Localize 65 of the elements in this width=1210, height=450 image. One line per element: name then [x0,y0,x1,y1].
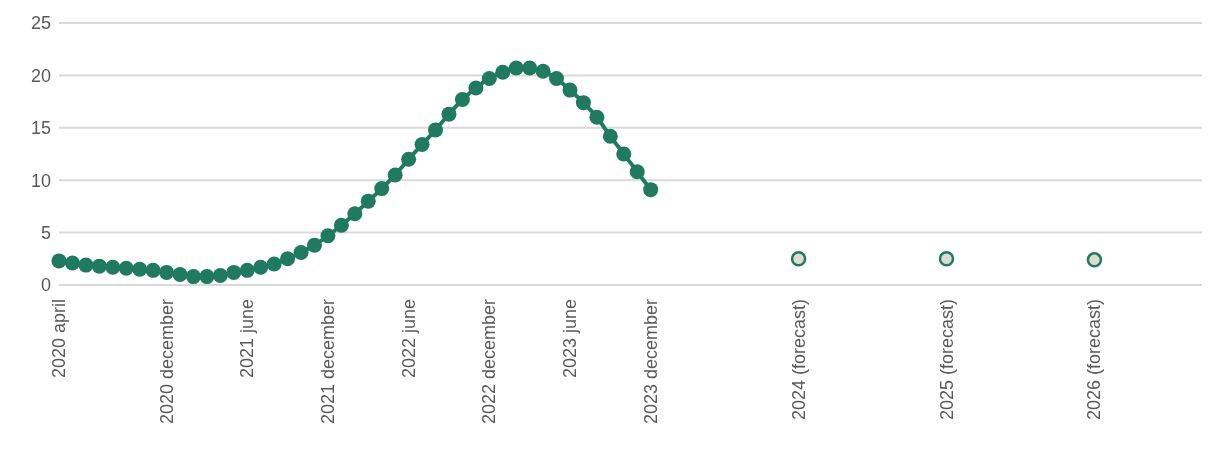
point [454,92,470,107]
point [360,193,376,209]
point [562,82,578,98]
point [602,128,618,144]
point [280,251,296,267]
point [508,60,524,76]
point [293,245,309,261]
x-tick-label: 2021 december [317,299,338,425]
point [387,167,403,183]
point [535,63,551,79]
point [333,217,349,233]
point [629,164,645,180]
x-tick-label: 2020 december [156,299,177,425]
point [185,269,201,285]
point [468,80,484,96]
point [522,60,538,76]
point [105,259,121,275]
point [199,269,215,285]
point [118,260,134,276]
point [212,268,228,284]
y-tick-label: 5 [40,222,51,243]
point [306,237,322,253]
point [159,264,175,280]
point [51,253,67,269]
point [253,259,269,275]
y-tick-label: 0 [40,275,51,296]
point [589,109,605,125]
point [64,255,80,271]
x-tick-label: 2022 june [398,299,419,379]
point [414,137,430,153]
point [401,151,417,167]
point [1086,252,1103,268]
point [91,258,107,274]
point [549,71,565,87]
point [145,262,161,278]
point [78,257,94,273]
x-tick-label: 2026 (forecast) [1084,299,1105,421]
x-tick-label: 2023 june [559,299,580,379]
x-tick-label: 2022 december [479,299,500,425]
y-tick-label: 15 [30,118,51,139]
point [347,206,363,222]
point [239,262,255,278]
y-tick-label: 20 [30,65,51,86]
point [172,267,188,283]
point [938,251,955,267]
point [374,181,390,197]
y-tick-label: 10 [30,170,51,191]
point [226,264,242,280]
x-tick-label: 2023 december [640,299,661,425]
x-tick-label: 2024 (forecast) [788,299,809,421]
point [441,106,457,122]
point [643,182,659,198]
point [266,256,282,272]
point [481,71,497,87]
x-tick-label: 2020 april [49,299,69,379]
point [790,251,807,267]
point [575,95,591,111]
point [616,146,632,162]
y-tick-label: 25 [30,13,51,34]
x-tick-label: 2021 june [237,299,258,379]
point [428,122,444,138]
x-tick-label: 2025 (forecast) [936,299,957,421]
point [495,64,511,80]
point [320,228,336,244]
point [132,261,148,277]
